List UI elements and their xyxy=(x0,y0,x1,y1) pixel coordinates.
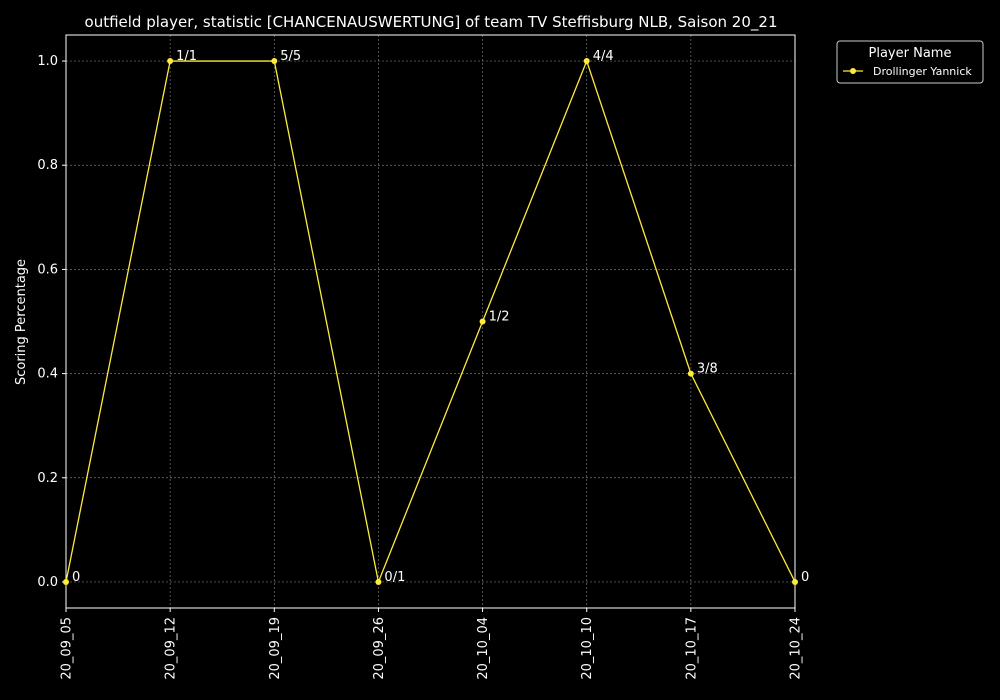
data-label: 0 xyxy=(72,570,80,585)
legend-swatch-marker xyxy=(850,68,856,74)
chart-title: outfield player, statistic [CHANCENAUSWE… xyxy=(85,13,778,32)
data-point xyxy=(479,318,486,325)
x-tick-label: 20_10_10 xyxy=(580,617,595,680)
data-label: 3/8 xyxy=(697,362,718,377)
legend: Player Name Drollinger Yannick xyxy=(836,40,984,84)
data-label: 0 xyxy=(801,570,809,585)
data-label: 0/1 xyxy=(384,570,405,585)
x-tick-label: 20_09_05 xyxy=(60,617,75,680)
x-tick-label: 20_10_24 xyxy=(789,617,804,680)
data-label: 1/1 xyxy=(176,49,197,64)
y-tick-label: 1.0 xyxy=(37,54,58,69)
data-point xyxy=(63,578,69,585)
y-tick-label: 0.2 xyxy=(37,471,58,486)
data-point xyxy=(167,58,174,65)
data-point xyxy=(375,578,382,585)
data-point xyxy=(687,370,694,377)
data-label: 4/4 xyxy=(593,49,614,64)
x-tick-label: 20_10_04 xyxy=(476,617,491,680)
x-tick-label: 20_09_12 xyxy=(164,617,179,680)
data-point xyxy=(583,58,590,65)
series-line xyxy=(65,59,796,585)
axes: 0.0 0.2 0.4 0.6 0.8 1.0 20_09_05 20_09_12 20_09_… xyxy=(37,54,803,680)
plot-frame xyxy=(65,34,796,609)
x-tick-label: 20_10_17 xyxy=(684,617,699,680)
legend-box xyxy=(836,40,984,84)
data-label: 1/2 xyxy=(489,310,510,325)
data-point xyxy=(271,58,278,65)
y-tick-label: 0.4 xyxy=(37,367,58,382)
data-point xyxy=(792,578,798,585)
y-tick-label: 0.8 xyxy=(37,158,58,173)
y-tick-label: 0.0 xyxy=(37,575,58,590)
legend-entry-label: Drollinger Yannick xyxy=(873,65,972,78)
x-tick-label: 20_09_19 xyxy=(268,617,283,680)
series: 0 1/1 5/5 0/1 1/2 4/4 3/8 0 xyxy=(63,49,809,585)
x-tick-label: 20_09_26 xyxy=(372,617,387,680)
data-label: 5/5 xyxy=(280,49,301,64)
y-tick-label: 0.6 xyxy=(37,262,58,277)
y-axis-label: Scoring Percentage xyxy=(14,259,29,385)
legend-title: Player Name xyxy=(869,46,952,61)
